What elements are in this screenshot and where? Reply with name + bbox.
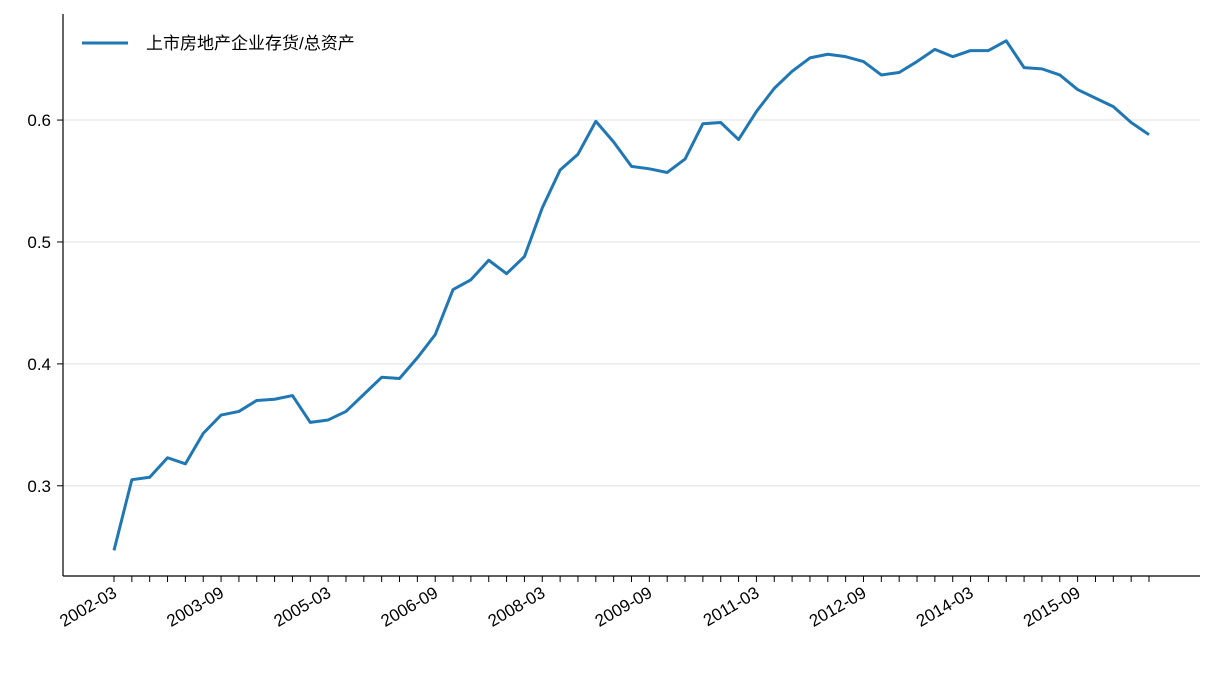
- x-tick-label: 2002-03: [56, 583, 120, 631]
- x-tick-label: 2015-09: [1020, 583, 1084, 631]
- y-tick-label: 0.4: [27, 355, 51, 374]
- x-tick-label: 2009-09: [592, 583, 656, 631]
- x-tick-label: 2003-09: [164, 583, 228, 631]
- x-tick-label: 2014-03: [913, 583, 977, 631]
- x-tick-label: 2008-03: [485, 583, 549, 631]
- x-tick-label: 2005-03: [271, 583, 335, 631]
- line: [112, 39, 1150, 551]
- x-tick-label: 2012-09: [806, 583, 870, 631]
- legend-label: 上市房地产企业存货/总资产: [146, 34, 355, 53]
- y-tick-label: 0.5: [27, 233, 51, 252]
- x-tick-label: 2011-03: [700, 583, 762, 630]
- y-tick-label: 0.6: [27, 111, 51, 130]
- x-tick-label: 2006-09: [378, 583, 442, 631]
- y-tick-label: 0.3: [27, 477, 51, 496]
